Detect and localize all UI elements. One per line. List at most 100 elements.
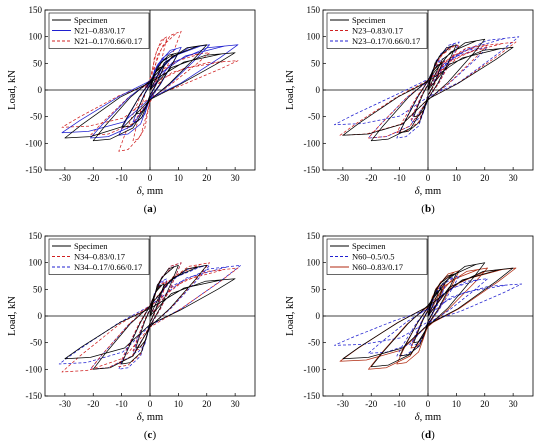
x-tick-label: 10 <box>452 173 462 183</box>
hysteresis-loop <box>370 38 486 142</box>
legend-label: Specimen <box>352 241 386 251</box>
y-tick-label: -150 <box>304 165 321 175</box>
x-tick-label: 10 <box>452 399 462 409</box>
hysteresis-loop <box>399 44 457 134</box>
x-axis-label: δ, mm <box>137 186 163 197</box>
hysteresis-loop <box>118 46 182 136</box>
legend-box <box>326 238 428 275</box>
legend-label: N34–0.83/0.17 <box>74 252 125 262</box>
y-tick-label: -150 <box>26 391 43 401</box>
x-tick-label: 0 <box>426 399 431 409</box>
y-tick-label: 100 <box>29 258 43 268</box>
y-tick-label: -50 <box>308 338 320 348</box>
curves <box>334 36 520 142</box>
curves <box>334 262 522 370</box>
y-tick-label: 50 <box>311 284 321 294</box>
legend-label: N60–0.5/0.5 <box>352 252 395 262</box>
panel-caption: (b) <box>421 203 435 215</box>
series-Specimen <box>342 262 514 368</box>
legend-label: N23–0.17/0.66/0.17 <box>352 36 420 46</box>
x-tick-label: 30 <box>231 173 241 183</box>
legend-box <box>326 12 428 49</box>
x-axis-label: δ, mm <box>137 412 163 423</box>
hysteresis-loop <box>58 264 242 365</box>
y-tick-label: 150 <box>29 5 43 15</box>
y-axis-label: Load, kN <box>285 296 296 336</box>
x-tick-label: 0 <box>426 173 431 183</box>
y-tick-label: 50 <box>33 284 43 294</box>
hysteresis-loop <box>61 44 239 134</box>
legend-label: N60–0.83/0.17 <box>352 262 403 272</box>
legend-label: Specimen <box>74 241 108 251</box>
legend-label: N34–0.17/0.66/0.17 <box>74 262 142 272</box>
hysteresis-loop <box>92 44 208 142</box>
x-tick-label: 20 <box>480 173 490 183</box>
legend-label: Specimen <box>74 15 108 25</box>
y-tick-label: 150 <box>307 231 321 241</box>
y-tick-label: -100 <box>304 138 321 148</box>
x-axis-label: δ, mm <box>415 412 441 423</box>
y-tick-label: -100 <box>26 364 43 374</box>
y-tick-label: 100 <box>29 32 43 42</box>
hysteresis-loop <box>370 262 486 368</box>
legend-label: Specimen <box>352 15 386 25</box>
panel-caption: (d) <box>421 429 435 441</box>
x-axis-label: δ, mm <box>415 186 441 197</box>
x-tick-label: -20 <box>365 173 377 183</box>
hysteresis-loop <box>132 57 168 123</box>
x-tick-label: 20 <box>202 173 212 183</box>
x-tick-label: -20 <box>87 399 99 409</box>
hysteresis-loop <box>368 267 488 370</box>
legend-label: N21–0.83/0.17 <box>74 26 125 36</box>
panel-caption: (c) <box>144 429 157 441</box>
series-Specimen <box>342 38 514 142</box>
hysteresis-loop <box>118 262 182 368</box>
hysteresis-loop <box>342 46 514 136</box>
hysteresis-loop <box>90 52 210 136</box>
x-tick-label: -10 <box>116 399 128 409</box>
legend-box <box>48 238 150 275</box>
y-tick-label: 100 <box>307 32 321 42</box>
x-tick-label: -30 <box>59 173 71 183</box>
y-axis-label: Load, kN <box>7 296 18 336</box>
x-tick-label: 10 <box>174 399 184 409</box>
series-Specimen <box>64 264 236 370</box>
y-tick-label: 100 <box>307 258 321 268</box>
panel-caption: (a) <box>144 203 157 215</box>
y-tick-label: -100 <box>304 364 321 374</box>
x-tick-label: 10 <box>174 173 184 183</box>
hysteresis-loop <box>399 272 457 357</box>
hysteresis-loop <box>396 41 460 139</box>
hysteresis-loop <box>121 264 179 365</box>
x-tick-label: -10 <box>394 399 406 409</box>
hysteresis-loop <box>64 278 236 360</box>
y-tick-label: -100 <box>26 138 43 148</box>
y-tick-label: -150 <box>304 391 321 401</box>
x-tick-label: 20 <box>480 399 490 409</box>
x-tick-label: 30 <box>509 399 519 409</box>
y-tick-label: 0 <box>316 311 321 321</box>
x-tick-label: 0 <box>148 399 153 409</box>
hysteresis-loop <box>342 267 514 360</box>
x-tick-label: 30 <box>509 173 519 183</box>
y-axis-label: Load, kN <box>7 70 18 110</box>
y-tick-label: -50 <box>30 338 42 348</box>
x-tick-label: -20 <box>365 399 377 409</box>
y-tick-label: 0 <box>38 311 43 321</box>
hysteresis-loop <box>61 267 239 373</box>
x-tick-label: 0 <box>148 173 153 183</box>
hysteresis-loop <box>121 52 179 128</box>
hysteresis-loop <box>368 278 488 354</box>
y-tick-label: -50 <box>30 112 42 122</box>
hysteresis-loop <box>334 36 520 126</box>
y-tick-label: -150 <box>26 165 43 175</box>
y-tick-label: 0 <box>38 85 43 95</box>
